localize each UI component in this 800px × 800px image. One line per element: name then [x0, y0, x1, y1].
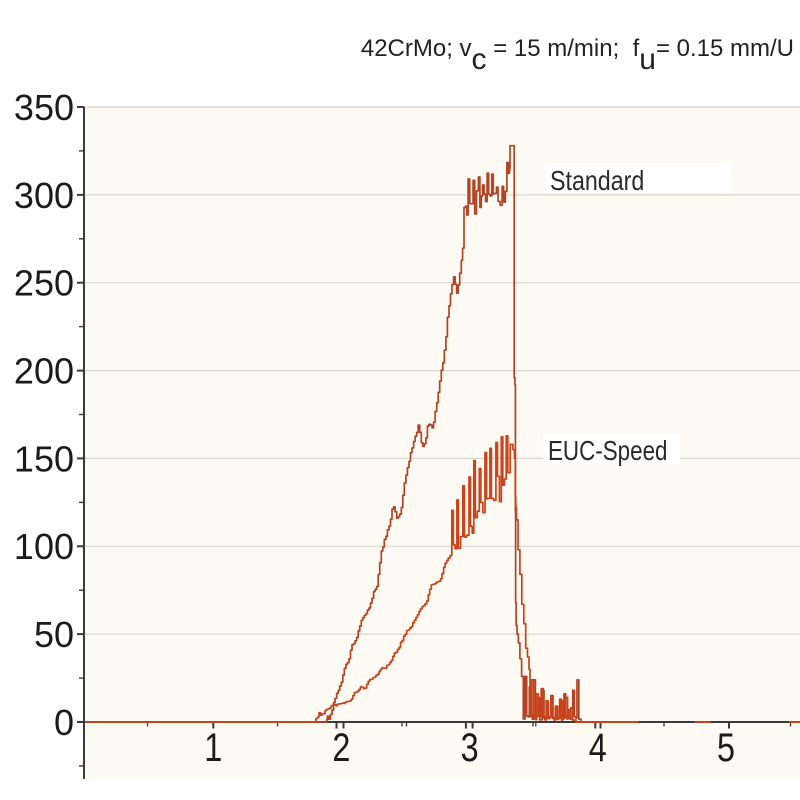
svg-text:0: 0: [54, 702, 74, 743]
svg-text:3: 3: [461, 725, 479, 770]
svg-text:Standard: Standard: [550, 166, 644, 196]
svg-text:200: 200: [14, 351, 74, 392]
svg-text:350: 350: [14, 87, 74, 128]
svg-text:250: 250: [14, 263, 74, 304]
svg-text:4: 4: [589, 725, 607, 770]
svg-text:2: 2: [332, 725, 350, 770]
svg-text:5: 5: [717, 725, 735, 770]
svg-text:42CrMo; vc = 15 m/min; fu= 0.: 42CrMo; vc = 15 m/min; fu= 0.15 mm/U: [361, 35, 794, 76]
svg-text:300: 300: [14, 175, 74, 216]
svg-text:1: 1: [204, 725, 222, 770]
svg-text:150: 150: [14, 438, 74, 479]
svg-text:EUC-Speed: EUC-Speed: [548, 436, 667, 467]
svg-text:100: 100: [14, 526, 74, 567]
svg-text:50: 50: [34, 614, 74, 655]
